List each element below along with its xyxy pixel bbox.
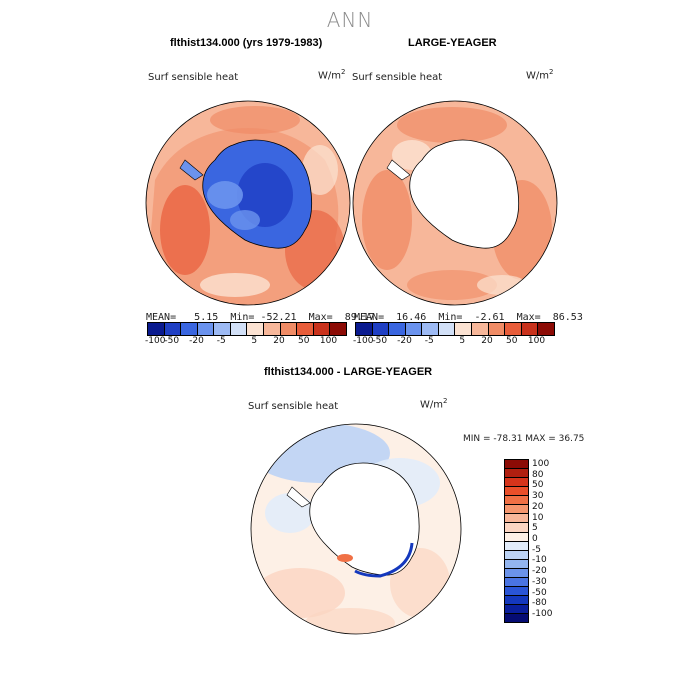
colorbar-tick-label: -100	[145, 336, 166, 346]
colorbar-swatch	[164, 323, 182, 335]
colorbar-swatch	[148, 323, 165, 335]
colorbar-tick-label: 5	[532, 523, 538, 534]
colorbar-tick-label: 50	[298, 336, 310, 346]
colorbar-tick-label: 30	[532, 491, 544, 502]
colorbar-swatch	[280, 323, 298, 335]
colorbar-tick-label: -20	[189, 336, 204, 346]
colorbar-swatch	[330, 323, 346, 335]
panel-2-field-label: Surf sensible heat	[352, 72, 443, 83]
panel-1-field-label: Surf sensible heat	[148, 72, 239, 83]
colorbar-tick-label: 50	[506, 336, 518, 346]
panel-2-units: W/m2	[526, 68, 554, 82]
panel-3-field-label: Surf sensible heat	[248, 401, 339, 412]
colorbar-panel-2-labels: -100 -50 -20 -5 5 20 50 100	[353, 336, 553, 348]
colorbar-swatch	[505, 614, 528, 623]
colorbar-swatch	[505, 595, 528, 605]
colorbar-swatch	[505, 478, 528, 488]
colorbar-tick-label: -5	[424, 336, 434, 346]
colorbar-swatch	[505, 323, 522, 335]
colorbar-swatch	[230, 323, 248, 335]
colorbar-swatch	[505, 559, 528, 569]
colorbar-tick-label: 100	[532, 459, 550, 469]
colorbar-tick-label: 20	[481, 336, 493, 346]
colorbar-swatch	[505, 577, 528, 587]
colorbar-tick-label: -50	[372, 336, 388, 346]
colorbar-tick-label: -100	[532, 609, 553, 619]
colorbar-tick-label: -10	[532, 555, 547, 566]
colorbar-panel-1-labels: -100 -50 -20 -5 5 20 50 100	[145, 336, 345, 348]
colorbar-tick-label: 10	[532, 512, 544, 523]
panel-3-stats: MIN = -78.31 MAX = 36.75	[463, 434, 585, 444]
colorbar-swatch	[372, 323, 390, 335]
colorbar-swatch	[488, 323, 506, 335]
colorbar-swatch	[356, 323, 373, 335]
colorbar-swatch	[505, 487, 528, 497]
colorbar-panel-1	[147, 322, 347, 336]
colorbar-tick-label: 100	[319, 336, 338, 346]
panel-3-header: flthist134.000 - LARGE-YEAGER	[264, 366, 433, 378]
colorbar-panel-3-labels: 100 80 50 30 20 10 5 0 -5 -10 -20 -30 -50 -80 -100	[532, 459, 572, 621]
colorbar-swatch	[505, 605, 528, 615]
colorbar-tick-label: 20	[273, 336, 285, 346]
colorbar-swatch	[505, 541, 528, 551]
colorbar-swatch	[438, 323, 456, 335]
colorbar-swatch	[297, 323, 314, 335]
colorbar-swatch	[472, 323, 489, 335]
colorbar-swatch	[214, 323, 231, 335]
panel-3-units: W/m2	[420, 397, 448, 411]
colorbar-panel-2	[355, 322, 555, 336]
map-panel-1	[145, 100, 351, 306]
colorbar-tick-label: -5	[532, 544, 541, 555]
colorbar-tick-label: 5	[251, 336, 258, 346]
colorbar-swatch	[505, 586, 528, 596]
colorbar-tick-label: -80	[532, 598, 547, 609]
colorbar-swatch	[313, 323, 331, 335]
colorbar-swatch	[505, 532, 528, 542]
colorbar-swatch	[505, 523, 528, 533]
colorbar-tick-label: 20	[532, 501, 544, 512]
panel-2-stats: MEAN= 16.46 Min= -2.61 Max= 86.53	[354, 312, 583, 323]
colorbar-tick-label: -20	[532, 566, 547, 577]
colorbar-tick-label: 100	[527, 336, 546, 346]
colorbar-tick-label: -50	[164, 336, 180, 346]
map-panel-3	[250, 423, 462, 635]
colorbar-tick-label: 80	[532, 469, 544, 480]
colorbar-swatch	[181, 323, 198, 335]
colorbar-swatch	[197, 323, 215, 335]
colorbar-swatch	[405, 323, 423, 335]
colorbar-swatch	[422, 323, 439, 335]
colorbar-tick-label: -30	[532, 576, 547, 587]
colorbar-tick-label: -100	[353, 336, 374, 346]
colorbar-tick-label: -20	[397, 336, 412, 346]
panel-1-header: flthist134.000 (yrs 1979-1983)	[170, 37, 323, 49]
colorbar-tick-label: 5	[459, 336, 466, 346]
colorbar-swatch	[389, 323, 406, 335]
panel-1-stats: MEAN= 5.15 Min= -52.21 Max= 89.17	[146, 312, 375, 323]
colorbar-tick-label: 0	[532, 534, 538, 544]
colorbar-swatch	[455, 323, 473, 335]
colorbar-swatch	[247, 323, 265, 335]
panel-1-units: W/m2	[318, 68, 346, 82]
colorbar-swatch	[264, 323, 281, 335]
page-title: ANN	[326, 8, 374, 32]
colorbar-swatch	[505, 568, 528, 578]
colorbar-swatch	[505, 496, 528, 506]
colorbar-swatch	[505, 505, 528, 515]
colorbar-panel-3	[504, 459, 529, 623]
colorbar-swatch	[505, 550, 528, 560]
panel-2-header: LARGE-YEAGER	[408, 37, 497, 49]
map-panel-2	[352, 100, 558, 306]
colorbar-swatch	[505, 514, 528, 524]
colorbar-swatch	[505, 460, 528, 470]
colorbar-tick-label: 50	[532, 480, 544, 491]
colorbar-tick-label: -50	[532, 587, 547, 598]
colorbar-swatch	[521, 323, 539, 335]
colorbar-swatch	[538, 323, 554, 335]
colorbar-swatch	[505, 469, 528, 479]
colorbar-tick-label: -5	[216, 336, 226, 346]
